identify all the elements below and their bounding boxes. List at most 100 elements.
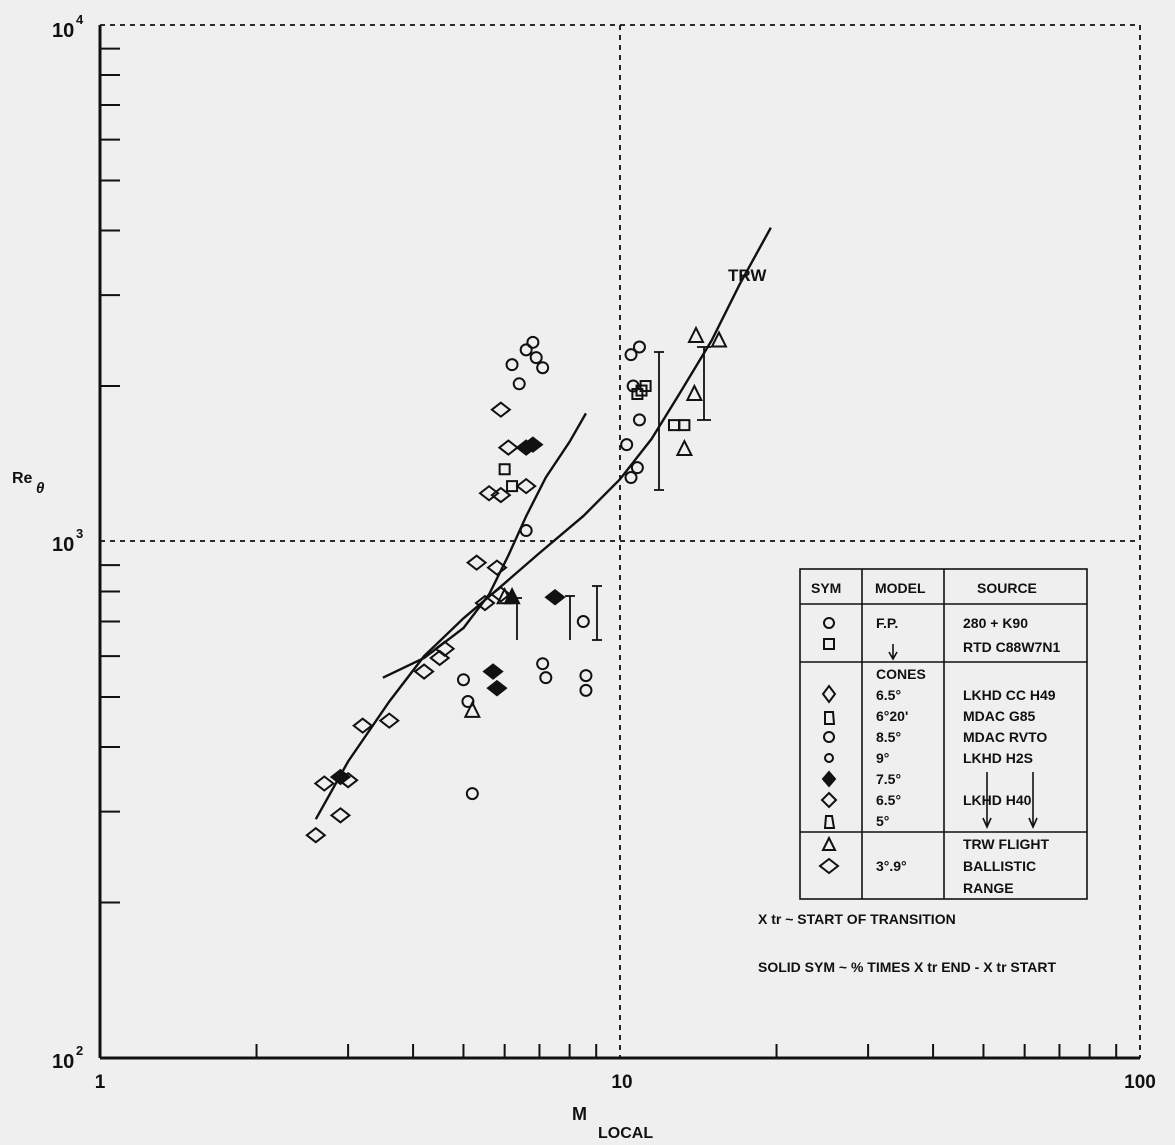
legend-wide-diamond-icon [818,857,840,875]
legend-cross-diamond-icon [821,770,837,788]
diamond-marker [429,649,451,667]
triangle-marker [675,438,694,457]
circle-marker [461,695,475,709]
error-bars [512,346,711,641]
circle-marker [512,377,526,391]
solid-diamond-marker [482,663,504,680]
solid-diamond-marker [329,768,352,786]
solid-diamond-marker [522,436,544,453]
error-bar [654,351,664,491]
diamond-marker [497,439,520,456]
legend-truncated-cone-icon [824,711,836,725]
diamond-marker [305,826,327,844]
circle-marker [526,335,540,349]
circle-marker [630,461,644,475]
diamond-marker [515,477,537,495]
triangle-marker [710,330,728,348]
legend-bell-icon [823,815,836,829]
solid-diamond-marker [486,679,508,697]
legend-header-model: MODEL [875,580,926,596]
arrow-head [982,817,992,829]
diamond-marker [465,554,488,571]
legend-circle-icon [823,731,835,743]
circle-marker [536,361,550,375]
diamond-marker [478,484,500,502]
solid-triangle-marker [503,586,521,605]
circle-marker [624,471,638,485]
circle-marker [620,438,634,452]
legend-source-text: LKHD H2S [963,750,1033,766]
axes [98,24,1141,1060]
legend-source-text: MDAC RVTO [963,729,1047,745]
diamond-marker [329,807,352,824]
legend-model-text: 6.5° [876,792,901,808]
legend-small-circle-icon [824,753,834,763]
y-tick-exp: 2 [76,1043,83,1058]
circle-marker [519,524,533,538]
circle-marker [576,615,590,629]
triangle-marker [685,383,703,402]
circle-marker [632,413,646,427]
legend-model-text: 6°20' [876,708,908,724]
legend-source-text: RTD C88W7N1 [963,639,1060,655]
solid-diamond-marker [544,588,566,606]
fit-curve-2 [382,412,587,679]
square-marker [639,380,652,393]
x-tick-label-1: 1 [95,1072,106,1093]
triangle-marker [463,700,481,718]
legend-model-text: 8.5° [876,729,901,745]
square-marker [678,419,691,432]
error-bar [697,346,711,421]
diamond-marker [313,775,335,792]
legend-header-source: SOURCE [977,580,1037,596]
arrow-head [888,651,898,661]
legend-model-text: F.P. [876,615,898,631]
legend-triangle-icon [821,835,837,851]
legend-model-text: 9° [876,750,889,766]
trw-curve [314,227,772,820]
circle-marker [536,657,550,671]
y-tick-base: 10 [52,20,74,42]
circle-marker [456,673,470,687]
legend-source-text: MDAC G85 [963,708,1036,724]
square-marker [667,419,680,432]
y-tick-base: 10 [52,1051,74,1073]
square-marker [498,463,511,476]
legend-model-text: 7.5° [876,771,901,787]
diamond-marker [474,594,496,612]
diamond-marker [490,401,512,418]
legend-source-text: BALLISTIC [963,858,1036,874]
legend-diamond-icon [821,684,837,704]
x-axis-label: M LOCAL [572,1104,653,1142]
y-minor-ticks [100,47,120,904]
legend-model-text: 5° [876,813,889,829]
circle-marker [632,340,646,354]
note-transition-start: X tr ~ START OF TRANSITION [758,911,956,927]
y-tick-label-10000: 10 4 [52,12,84,42]
y-axis-label-main: Re [12,470,33,487]
legend-circle-icon [823,617,835,629]
legend-source-text: LKHD H40 [963,792,1032,808]
y-tick-label-1000: 10 3 [52,526,83,556]
triangle-marker [687,325,705,343]
legend-diamond-icon [820,791,838,809]
x-tick-label-10: 10 [611,1072,632,1093]
legend-square-icon [823,638,835,650]
x-minor-ticks [255,1044,1118,1058]
arrow-head [1028,817,1038,829]
error-bar [592,585,602,641]
note-solid-symbols: SOLID SYM ~ % TIMES X tr END - X tr STAR… [758,959,1056,975]
y-tick-base: 10 [52,534,74,556]
legend-model-text: 6.5° [876,687,901,703]
legend-source-text: RANGE [963,880,1014,896]
circle-marker [519,343,533,357]
y-axis-label-sub: θ [36,480,45,497]
y-tick-exp: 3 [76,526,83,541]
legend-header-sym: SYM [811,580,841,596]
diamond-marker [486,559,508,576]
circle-marker [579,683,593,697]
circle-marker [505,358,519,372]
y-tick-label-100: 10 2 [52,1043,83,1073]
x-axis-label-sub: LOCAL [598,1125,653,1142]
